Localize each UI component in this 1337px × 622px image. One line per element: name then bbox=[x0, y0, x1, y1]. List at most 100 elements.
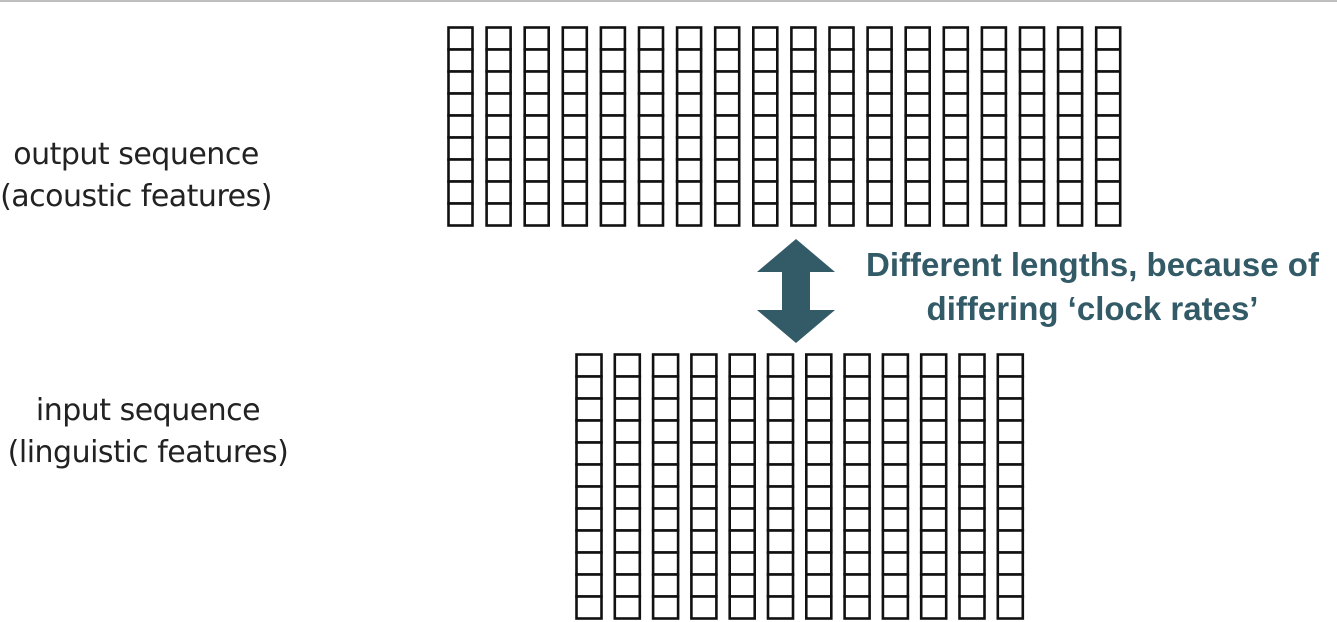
output-feature-cell bbox=[637, 180, 665, 205]
input-feature-cell bbox=[919, 529, 948, 554]
output-frame-column bbox=[942, 26, 970, 227]
output-feature-cell bbox=[447, 70, 474, 95]
output-feature-cell bbox=[751, 158, 779, 183]
input-feature-cell bbox=[805, 485, 833, 510]
input-frame-column bbox=[766, 353, 795, 620]
output-feature-cell bbox=[1056, 48, 1084, 73]
input-feature-cell bbox=[728, 529, 756, 554]
input-feature-cell bbox=[881, 419, 910, 444]
input-feature-cell bbox=[805, 573, 833, 598]
output-feature-cell bbox=[523, 70, 550, 95]
output-feature-cell bbox=[675, 70, 703, 95]
output-feature-cell bbox=[1056, 92, 1084, 117]
input-feature-cell bbox=[996, 397, 1025, 422]
input-feature-cell bbox=[575, 397, 603, 422]
output-feature-cell bbox=[599, 48, 627, 73]
input-feature-cell bbox=[613, 375, 642, 400]
input-feature-cell bbox=[575, 463, 603, 488]
output-feature-cell bbox=[866, 202, 893, 227]
input-feature-cell bbox=[881, 507, 910, 532]
output-feature-cell bbox=[1018, 26, 1046, 51]
output-feature-cell bbox=[561, 136, 589, 161]
output-feature-cell bbox=[713, 180, 741, 205]
output-feature-cell bbox=[523, 202, 550, 227]
output-feature-cell bbox=[942, 26, 970, 51]
output-feature-cell bbox=[1056, 70, 1084, 95]
output-frame-column bbox=[561, 26, 589, 227]
input-feature-cell bbox=[881, 375, 910, 400]
output-feature-cell bbox=[561, 92, 589, 117]
input-feature-cell bbox=[690, 353, 718, 378]
output-feature-cell bbox=[599, 26, 627, 51]
output-feature-cell bbox=[980, 158, 1008, 183]
output-frame-column bbox=[637, 26, 665, 227]
output-feature-cell bbox=[751, 114, 779, 139]
input-feature-cell bbox=[843, 397, 871, 422]
output-feature-cell bbox=[637, 48, 665, 73]
output-feature-cell bbox=[790, 158, 817, 183]
output-feature-cell bbox=[904, 114, 932, 139]
output-feature-cell bbox=[904, 158, 932, 183]
output-feature-cell bbox=[942, 202, 970, 227]
output-feature-cell bbox=[637, 136, 665, 161]
output-feature-cell bbox=[713, 114, 741, 139]
output-feature-cell bbox=[828, 26, 855, 51]
output-feature-cell bbox=[866, 92, 893, 117]
input-feature-cell bbox=[690, 441, 718, 466]
output-feature-cell bbox=[561, 48, 589, 73]
output-feature-cell bbox=[447, 136, 474, 161]
input-frame-column bbox=[575, 353, 603, 620]
output-feature-cell bbox=[904, 202, 932, 227]
input-feature-cell bbox=[690, 573, 718, 598]
output-feature-cell bbox=[751, 202, 779, 227]
input-feature-cell bbox=[958, 397, 986, 422]
input-feature-cell bbox=[958, 419, 986, 444]
output-feature-cell bbox=[1018, 114, 1046, 139]
output-feature-cell bbox=[751, 26, 779, 51]
output-frame-column bbox=[751, 26, 779, 227]
output-feature-cell bbox=[751, 48, 779, 73]
output-feature-cell bbox=[713, 92, 741, 117]
input-feature-cell bbox=[805, 419, 833, 444]
output-feature-cell bbox=[904, 136, 932, 161]
input-feature-cell bbox=[919, 397, 948, 422]
output-frame-column bbox=[485, 26, 512, 227]
top-divider bbox=[0, 0, 1337, 2]
input-feature-cell bbox=[843, 463, 871, 488]
output-frame-column bbox=[980, 26, 1008, 227]
input-feature-cell bbox=[651, 485, 680, 510]
input-feature-cell bbox=[575, 419, 603, 444]
input-feature-cell bbox=[958, 573, 986, 598]
input-feature-cell bbox=[651, 419, 680, 444]
output-feature-cell bbox=[790, 26, 817, 51]
output-feature-cell bbox=[790, 114, 817, 139]
output-feature-cell bbox=[485, 114, 512, 139]
output-feature-cell bbox=[980, 180, 1008, 205]
input-feature-cell bbox=[996, 441, 1025, 466]
output-feature-cell bbox=[1094, 158, 1122, 183]
input-feature-cell bbox=[690, 397, 718, 422]
input-feature-cell bbox=[613, 441, 642, 466]
input-feature-cell bbox=[613, 529, 642, 554]
input-feature-cell bbox=[613, 595, 642, 620]
output-feature-cell bbox=[485, 70, 512, 95]
input-feature-cell bbox=[919, 551, 948, 576]
input-feature-cell bbox=[958, 529, 986, 554]
input-feature-cell bbox=[575, 485, 603, 510]
output-feature-cell bbox=[828, 48, 855, 73]
input-feature-cell bbox=[958, 485, 986, 510]
input-feature-cell bbox=[613, 463, 642, 488]
output-feature-cell bbox=[713, 48, 741, 73]
input-feature-cell bbox=[766, 353, 795, 378]
input-sequence-label: input sequence (linguistic features) bbox=[0, 390, 296, 474]
output-feature-cell bbox=[942, 158, 970, 183]
input-feature-cell bbox=[805, 507, 833, 532]
output-feature-cell bbox=[637, 158, 665, 183]
input-feature-cell bbox=[613, 551, 642, 576]
output-feature-cell bbox=[1094, 70, 1122, 95]
input-feature-cell bbox=[805, 397, 833, 422]
input-label-line2: (linguistic features) bbox=[7, 435, 289, 470]
output-feature-cell bbox=[1094, 180, 1122, 205]
output-frame-column bbox=[1094, 26, 1122, 227]
output-frame-column bbox=[523, 26, 550, 227]
